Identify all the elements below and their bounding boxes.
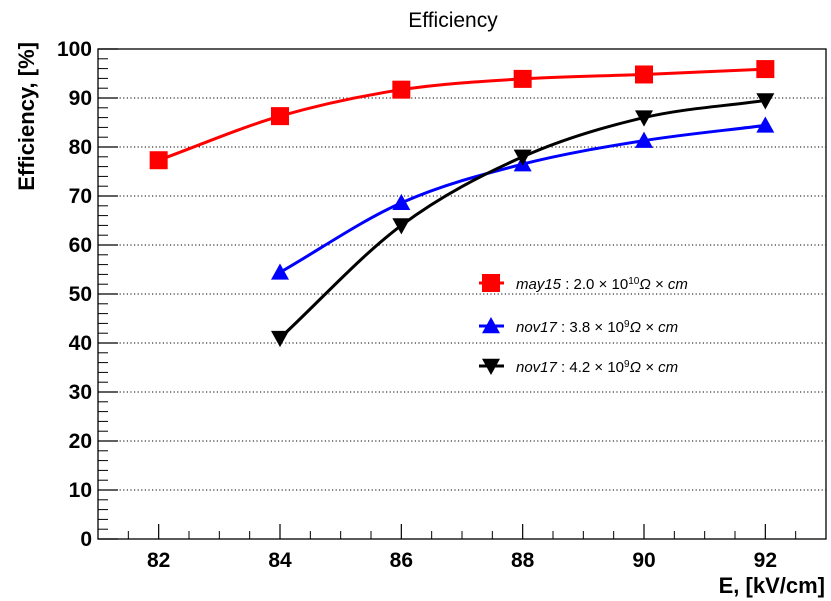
data-point-series-1 (756, 60, 775, 79)
series-line-1 (158, 67, 766, 162)
data-point-series-2 (756, 116, 775, 133)
legend-entry-2: nov17 : 3.8 × 109Ω × cm (516, 319, 678, 337)
legend-entry-3: nov17 : 4.2 × 109Ω × cm (516, 359, 678, 377)
data-point-series-3 (756, 93, 775, 110)
legend-rest: Ω × cm (639, 276, 688, 293)
data-point-series-1 (513, 69, 532, 88)
data-point-series-3 (392, 218, 411, 235)
y-tick-label: 20 (69, 430, 92, 453)
data-point-series-1 (271, 107, 289, 126)
legend-mantissa-exp: 9 (624, 359, 630, 370)
legend-marker-3 (482, 358, 500, 375)
x-tick-label: 88 (511, 549, 535, 572)
data-point-series-2 (635, 131, 653, 148)
x-tick-label: 82 (147, 549, 170, 572)
y-tick-label: 40 (69, 332, 92, 355)
series-line-3 (278, 98, 766, 340)
y-tick-label: 100 (57, 38, 92, 61)
legend-run: nov17 (516, 359, 558, 376)
data-point-series-2 (392, 193, 411, 211)
x-tick-label: 92 (754, 549, 777, 572)
y-tick-label: 60 (69, 234, 92, 257)
legend-rest: Ω × cm (630, 359, 679, 376)
y-tick-label: 50 (69, 283, 92, 306)
legend-marker-2 (482, 317, 500, 334)
legend-run: nov17 (516, 319, 558, 336)
legend-resistivity: 4.2 (569, 359, 590, 376)
legend-entry-1: may15 : 2.0 × 1010Ω × cm (516, 276, 688, 294)
legend-rest: Ω × cm (630, 319, 679, 336)
y-tick-label: 70 (69, 185, 92, 208)
y-tick-label: 80 (69, 136, 92, 159)
y-tick-label: 0 (80, 528, 92, 551)
data-point-series-1 (635, 65, 653, 84)
legend: may15 : 2.0 × 1010Ω × cm nov17 : 3.8 × 10… (479, 274, 688, 376)
series-markers (149, 60, 775, 348)
data-point-series-3 (513, 149, 532, 166)
data-point-series-3 (271, 330, 289, 348)
y-tick-label: 90 (69, 87, 92, 110)
axis-ticks: 0 10 20 30 40 50 60 70 80 90 100 82 84 86 88 90 92 (57, 38, 797, 572)
x-tick-label: 84 (268, 549, 292, 572)
y-axis-label: Efficiency, [%] (14, 42, 39, 191)
x-tick-label: 90 (632, 549, 655, 572)
x-tick-label: 86 (390, 549, 413, 572)
y-tick-label: 10 (69, 479, 92, 502)
legend-resistivity: 2.0 (574, 276, 595, 293)
legend-resistivity: 3.8 (569, 319, 590, 336)
y-tick-label: 30 (69, 381, 92, 404)
gridlines (98, 97, 826, 491)
data-point-series-2 (271, 263, 289, 280)
series-curves (158, 67, 766, 340)
data-point-series-1 (149, 151, 168, 170)
data-point-series-3 (635, 110, 653, 127)
chart-title: Efficiency (408, 9, 498, 32)
legend-run: may15 (516, 276, 562, 293)
legend-marker-1 (482, 274, 500, 292)
legend-mantissa-exp: 9 (624, 319, 630, 330)
data-point-series-1 (392, 80, 411, 99)
x-axis-label: E, [kV/cm] (719, 573, 825, 598)
legend-mantissa-exp: 10 (628, 276, 640, 287)
